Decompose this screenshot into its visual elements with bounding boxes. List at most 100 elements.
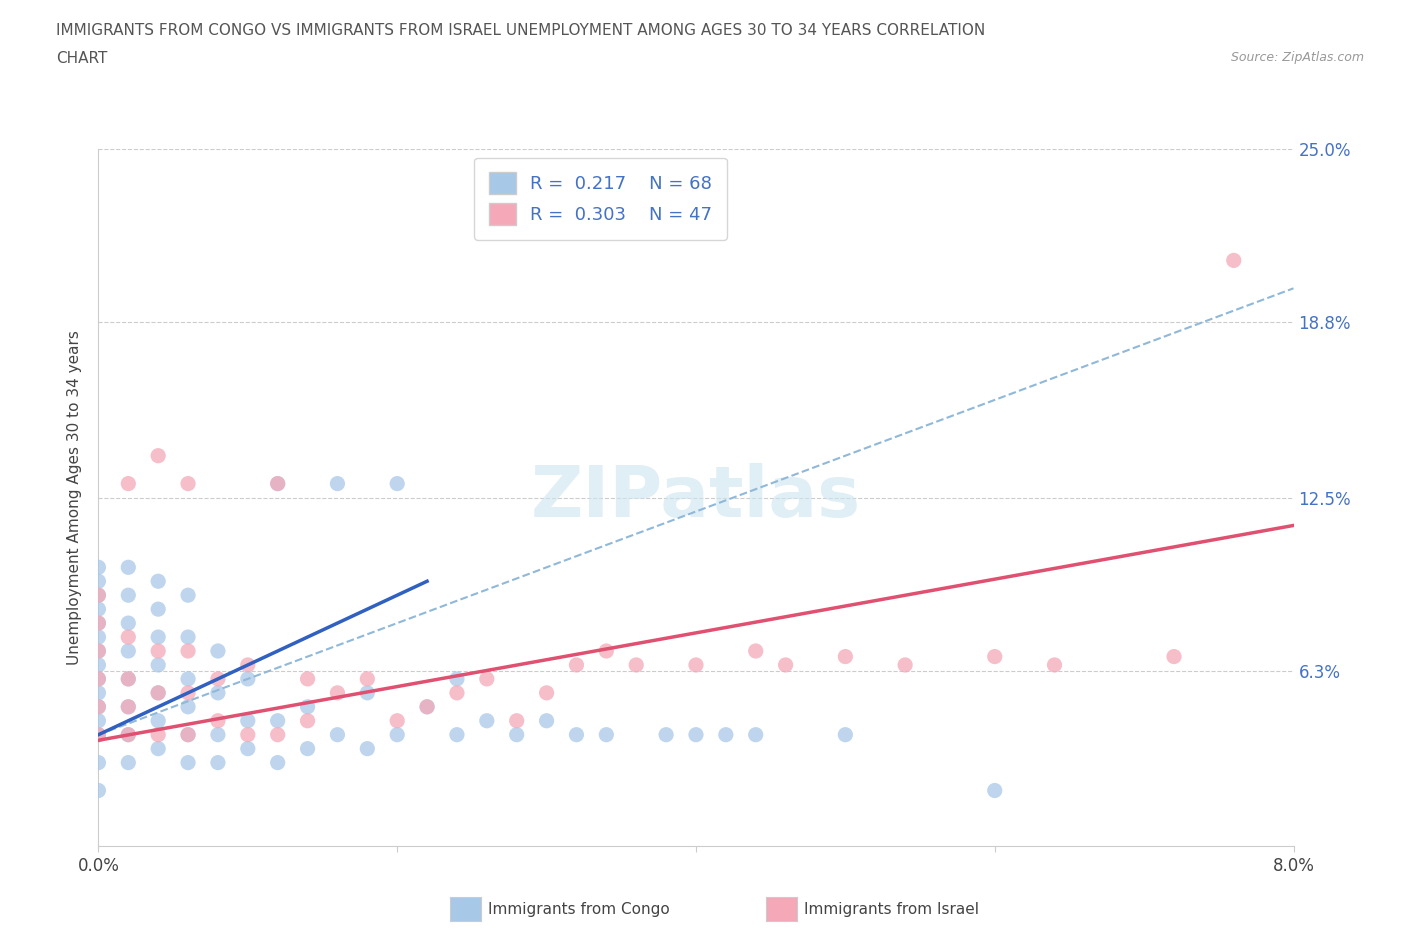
Point [267, 713, 290, 728]
Point [685, 658, 707, 672]
Point [356, 741, 378, 756]
Point [148, 602, 170, 617]
Point [117, 699, 139, 714]
Point [177, 727, 200, 742]
Point [177, 755, 200, 770]
Point [177, 588, 200, 603]
Point [117, 699, 139, 714]
Point [87, 644, 110, 658]
Point [685, 727, 707, 742]
Point [595, 644, 617, 658]
Point [297, 671, 319, 686]
Point [87, 699, 110, 714]
Text: ZIPatlas: ZIPatlas [531, 463, 860, 532]
Point [148, 727, 170, 742]
Point [267, 476, 290, 491]
Point [207, 727, 229, 742]
Point [714, 727, 737, 742]
Point [207, 685, 229, 700]
Point [117, 671, 139, 686]
Point [148, 685, 170, 700]
Point [475, 671, 498, 686]
Point [148, 741, 170, 756]
Point [117, 727, 139, 742]
Point [177, 727, 200, 742]
Point [177, 699, 200, 714]
Text: IMMIGRANTS FROM CONGO VS IMMIGRANTS FROM ISRAEL UNEMPLOYMENT AMONG AGES 30 TO 34: IMMIGRANTS FROM CONGO VS IMMIGRANTS FROM… [56, 23, 986, 38]
Point [446, 727, 468, 742]
Point [207, 713, 229, 728]
Text: CHART: CHART [56, 51, 108, 66]
Point [775, 658, 797, 672]
Point [1163, 649, 1185, 664]
Point [148, 685, 170, 700]
Point [595, 727, 617, 742]
Point [297, 741, 319, 756]
Point [148, 644, 170, 658]
Y-axis label: Unemployment Among Ages 30 to 34 years: Unemployment Among Ages 30 to 34 years [67, 330, 83, 665]
Point [177, 671, 200, 686]
Point [87, 699, 110, 714]
Point [87, 616, 110, 631]
Point [148, 713, 170, 728]
Point [117, 644, 139, 658]
Point [87, 644, 110, 658]
Point [87, 630, 110, 644]
Point [745, 727, 768, 742]
Point [87, 783, 110, 798]
Point [506, 727, 529, 742]
Point [87, 574, 110, 589]
Point [236, 671, 259, 686]
Point [326, 685, 349, 700]
Point [177, 685, 200, 700]
Point [267, 755, 290, 770]
Point [117, 560, 139, 575]
Point [117, 755, 139, 770]
Point [236, 727, 259, 742]
Point [87, 713, 110, 728]
Point [87, 671, 110, 686]
Point [834, 649, 856, 664]
Point [385, 476, 409, 491]
Point [356, 671, 378, 686]
Point [87, 727, 110, 742]
Point [117, 671, 139, 686]
Point [177, 630, 200, 644]
Point [87, 671, 110, 686]
Point [177, 476, 200, 491]
Point [87, 685, 110, 700]
Point [983, 783, 1005, 798]
Point [148, 630, 170, 644]
Legend: R =  0.217    N = 68, R =  0.303    N = 47: R = 0.217 N = 68, R = 0.303 N = 47 [474, 158, 727, 240]
Point [834, 727, 856, 742]
Point [148, 448, 170, 463]
Point [356, 685, 378, 700]
Point [236, 741, 259, 756]
Point [655, 727, 678, 742]
Point [565, 727, 588, 742]
Point [267, 727, 290, 742]
Point [506, 713, 529, 728]
Point [207, 644, 229, 658]
Point [148, 574, 170, 589]
Point [207, 671, 229, 686]
Point [236, 658, 259, 672]
Point [983, 649, 1005, 664]
Point [745, 644, 768, 658]
Point [565, 658, 588, 672]
Point [87, 755, 110, 770]
Point [267, 476, 290, 491]
Point [536, 713, 558, 728]
Point [87, 602, 110, 617]
Point [326, 727, 349, 742]
Point [87, 560, 110, 575]
Point [87, 658, 110, 672]
Point [117, 476, 139, 491]
Point [177, 644, 200, 658]
Point [624, 658, 647, 672]
Point [207, 755, 229, 770]
Point [87, 588, 110, 603]
Point [297, 699, 319, 714]
Point [326, 476, 349, 491]
Point [117, 630, 139, 644]
